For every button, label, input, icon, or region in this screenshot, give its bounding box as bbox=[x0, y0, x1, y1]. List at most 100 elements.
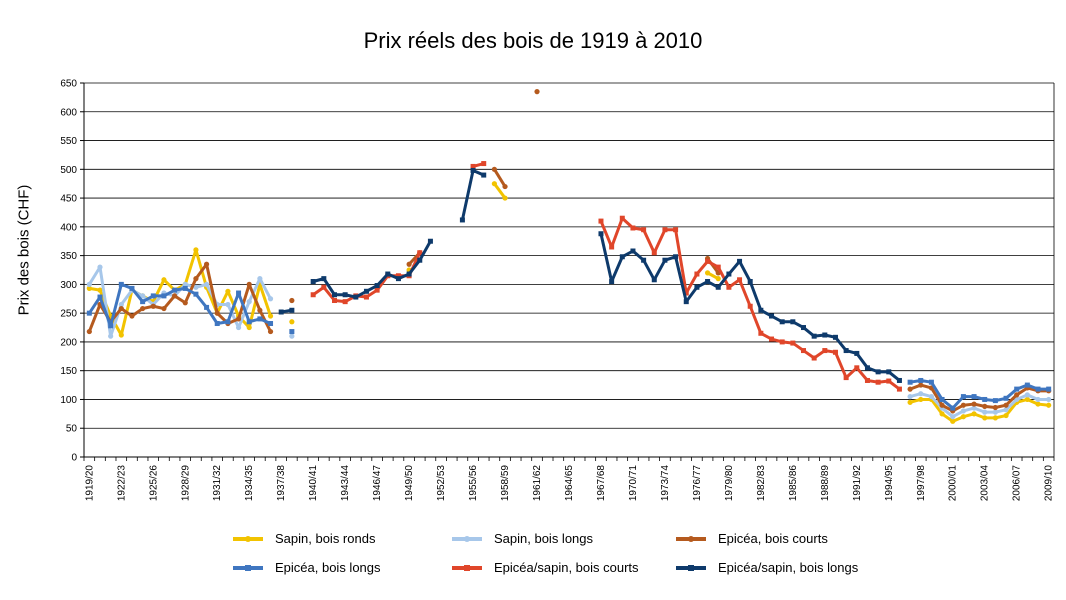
series-1-point bbox=[992, 415, 998, 421]
series-6-point bbox=[843, 348, 849, 354]
series-5-point bbox=[662, 227, 668, 233]
x-tick-label: 1946/47 bbox=[372, 465, 383, 502]
series-1-point bbox=[161, 277, 167, 283]
series-4-point bbox=[118, 281, 124, 287]
series-5-point bbox=[801, 348, 807, 354]
series-2-point bbox=[97, 264, 103, 270]
series-2-point bbox=[182, 281, 188, 287]
series-5-point bbox=[811, 355, 817, 361]
series-2-point bbox=[108, 333, 114, 339]
series-1-point bbox=[950, 418, 956, 424]
series-5-point bbox=[481, 161, 487, 167]
series-4-point bbox=[1024, 382, 1030, 388]
series-5-point bbox=[395, 273, 401, 279]
series-4-point bbox=[928, 379, 934, 385]
series-6-point bbox=[801, 325, 807, 331]
series-6-point bbox=[481, 172, 487, 178]
series-2-point bbox=[1024, 392, 1030, 398]
series-5-point bbox=[321, 284, 327, 290]
y-tick-label: 450 bbox=[60, 194, 77, 205]
series-6-point bbox=[673, 254, 679, 260]
series-6-point bbox=[353, 294, 359, 300]
series-2-point bbox=[982, 409, 988, 415]
series-4-line bbox=[88, 282, 272, 328]
x-tick-label: 1943/44 bbox=[340, 465, 351, 502]
x-tick-label: 1940/41 bbox=[308, 465, 319, 502]
series-1-point bbox=[118, 332, 124, 338]
series-5-point bbox=[864, 377, 870, 383]
series-2-point bbox=[203, 281, 210, 287]
series-5-point bbox=[779, 339, 785, 345]
series-3-point bbox=[203, 261, 210, 267]
series-6-point bbox=[395, 276, 401, 282]
series-6-point bbox=[651, 277, 657, 283]
x-tick-label: 1958/59 bbox=[500, 465, 511, 502]
series-5-point bbox=[832, 349, 838, 355]
series-1-point bbox=[246, 324, 252, 331]
series-2-point bbox=[246, 299, 252, 305]
series-5-point bbox=[843, 375, 849, 381]
x-tick-label: 2003/04 bbox=[980, 465, 991, 502]
series-5-point bbox=[598, 218, 604, 224]
series-3-point bbox=[971, 401, 977, 407]
series-5-point bbox=[683, 290, 689, 296]
series-6-point bbox=[864, 365, 870, 371]
series-6-point bbox=[705, 279, 711, 285]
x-tick-label: 1922/23 bbox=[116, 465, 127, 502]
series-4-point bbox=[1003, 395, 1009, 401]
series-2-point bbox=[950, 414, 956, 420]
series-6-point bbox=[406, 271, 412, 277]
series-6-point bbox=[363, 288, 369, 294]
series-1-point bbox=[971, 411, 977, 417]
series-3-point bbox=[172, 293, 178, 299]
series-4-point bbox=[1046, 386, 1052, 392]
series-6-point bbox=[641, 257, 647, 263]
series-4-point bbox=[918, 377, 924, 383]
series-1-point bbox=[86, 285, 92, 292]
series-6-point bbox=[832, 334, 838, 340]
series-4-point bbox=[1014, 386, 1020, 392]
series-4-point bbox=[161, 293, 167, 299]
series-1-point bbox=[1024, 396, 1030, 403]
x-tick-label: 2000/01 bbox=[948, 465, 959, 502]
series-6-point bbox=[896, 377, 902, 383]
series-6-point bbox=[737, 258, 743, 264]
series-4-point bbox=[939, 396, 945, 402]
series-3-point bbox=[86, 328, 92, 335]
x-tick-label: 1949/50 bbox=[404, 465, 415, 502]
series-1-point bbox=[918, 396, 924, 403]
series-6-point bbox=[321, 276, 327, 282]
series-5-line bbox=[599, 216, 901, 391]
series-3-point bbox=[982, 403, 988, 409]
series-2-point bbox=[992, 409, 998, 415]
series-6-point bbox=[715, 284, 721, 290]
series-5-point bbox=[651, 250, 657, 256]
x-tick-label: 1997/98 bbox=[916, 465, 927, 502]
series-6-line bbox=[312, 240, 432, 299]
series-6-point bbox=[289, 307, 295, 313]
series-6-point bbox=[385, 271, 391, 277]
series-1-point bbox=[491, 181, 497, 187]
series-2-point bbox=[918, 391, 924, 397]
series-4-point bbox=[182, 285, 188, 291]
series-6-point bbox=[619, 254, 625, 260]
series-6-point bbox=[630, 248, 636, 254]
series-6-point bbox=[417, 257, 423, 263]
y-tick-label: 300 bbox=[60, 280, 77, 291]
series-1-point bbox=[267, 313, 274, 319]
series-5-point bbox=[374, 287, 380, 293]
series-6-point bbox=[459, 217, 465, 223]
x-tick-label: 1928/29 bbox=[180, 465, 191, 502]
series-4-point bbox=[150, 293, 156, 299]
series-1-point bbox=[907, 399, 913, 405]
series-2-point bbox=[289, 333, 295, 339]
y-tick-label: 400 bbox=[60, 222, 77, 233]
series-6-point bbox=[278, 309, 284, 315]
y-tick-label: 500 bbox=[60, 165, 77, 176]
series-4-point bbox=[992, 398, 998, 404]
series-4-point bbox=[268, 321, 274, 327]
series-4-point bbox=[140, 299, 146, 305]
series-4-point bbox=[1035, 386, 1041, 392]
series-5-point bbox=[769, 336, 775, 342]
series-3-point bbox=[502, 183, 508, 190]
